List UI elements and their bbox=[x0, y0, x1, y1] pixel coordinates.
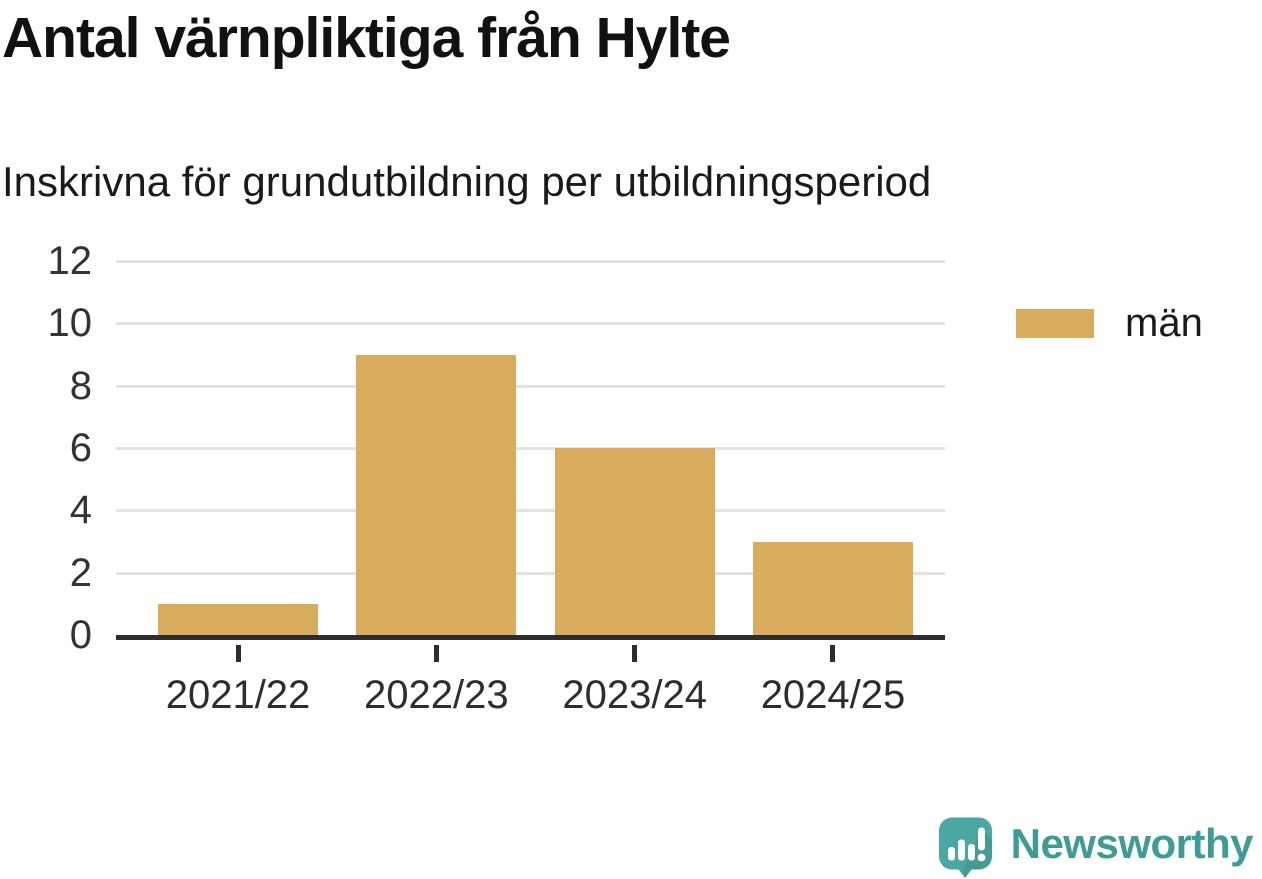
bar-2022/23 bbox=[356, 354, 517, 635]
x-tick bbox=[433, 645, 439, 662]
page-title: Antal värnpliktiga från Hylte bbox=[2, 6, 731, 70]
x-tick-label: 2023/24 bbox=[562, 673, 707, 717]
x-tick-label: 2021/22 bbox=[165, 673, 311, 717]
bar-2021/22 bbox=[158, 603, 318, 635]
gridline-y-12 bbox=[116, 260, 945, 263]
gridline-y-6 bbox=[116, 447, 945, 450]
gridline-y-2 bbox=[116, 571, 945, 575]
gridline-y-8 bbox=[116, 384, 945, 388]
y-tick-label: 8 bbox=[69, 363, 92, 408]
x-tick-label: 2022/23 bbox=[364, 673, 509, 717]
plot-area: 2021/22 2022/23 2023/24 2024/25 bbox=[116, 260, 945, 717]
y-axis: 0 2 4 6 8 10 12 bbox=[0, 239, 93, 657]
bar-2024/25 bbox=[752, 541, 913, 635]
y-tick-label: 6 bbox=[69, 426, 92, 470]
legend: män bbox=[1016, 303, 1203, 343]
x-tick bbox=[235, 645, 241, 662]
x-tick-label: 2024/25 bbox=[760, 673, 906, 717]
y-tick-label: 10 bbox=[47, 301, 93, 346]
brand-name: Newsworthy bbox=[1010, 820, 1254, 867]
y-tick-label: 4 bbox=[69, 488, 92, 533]
legend-swatch-man bbox=[1016, 308, 1094, 338]
branding-footer: Newsworthy bbox=[937, 816, 1254, 879]
legend-label-man: män bbox=[1125, 301, 1203, 345]
y-tick-label: 12 bbox=[47, 239, 93, 283]
gridline-y-4 bbox=[116, 509, 945, 513]
bar-2023/24 bbox=[554, 448, 715, 635]
newsworthy-logo-icon bbox=[937, 816, 994, 879]
page-subtitle: Inskrivna för grundutbildning per utbild… bbox=[2, 158, 932, 205]
y-tick-label: 2 bbox=[69, 550, 92, 595]
x-tick bbox=[632, 645, 638, 662]
gridline-y-10 bbox=[116, 322, 945, 326]
x-tick bbox=[830, 645, 836, 662]
y-tick-label: 0 bbox=[69, 613, 92, 657]
